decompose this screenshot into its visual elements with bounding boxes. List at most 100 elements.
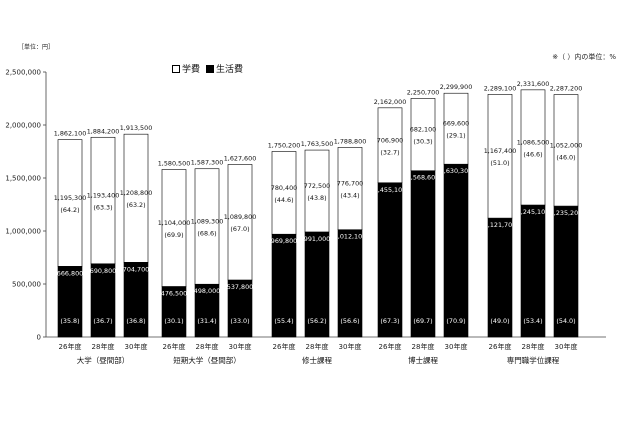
bar-living: [410, 170, 436, 338]
living-value-label: 1,121,700: [484, 221, 517, 229]
tuition-percent-label: (43.4): [340, 192, 359, 200]
year-label: 30年度: [125, 342, 148, 351]
total-label: 1,587,300: [191, 159, 224, 167]
living-percent-label: (54.0): [556, 317, 575, 325]
year-label: 28年度: [196, 342, 219, 351]
y-tick-label: 2,500,000: [5, 69, 41, 77]
living-value-label: 969,800: [271, 237, 297, 245]
year-label: 28年度: [412, 342, 435, 351]
bar-tuition: [194, 168, 220, 285]
total-label: 1,763,500: [301, 140, 334, 148]
legend-swatch-tuition: [172, 64, 180, 73]
living-value-label: 476,500: [161, 289, 187, 297]
bar-living: [377, 182, 403, 338]
year-label: 28年度: [306, 342, 329, 351]
legend: 学費 生活費: [172, 62, 243, 75]
total-label: 2,331,600: [517, 80, 550, 88]
group-label: 専門職学位課程: [507, 355, 560, 365]
tuition-value-label: 780,400: [271, 184, 297, 192]
living-percent-label: (53.4): [523, 317, 542, 325]
tuition-percent-label: (63.3): [93, 204, 112, 212]
bar-living: [520, 204, 546, 338]
bar-tuition: [377, 107, 403, 184]
tuition-percent-label: (46.0): [556, 153, 575, 161]
total-label: 2,287,200: [550, 85, 583, 93]
bar-tuition: [443, 92, 469, 165]
bar-tuition: [123, 133, 149, 263]
bar-tuition: [337, 147, 363, 231]
living-value-label: 1,245,100: [517, 208, 550, 216]
group-label: 短期大学（昼間部）: [173, 355, 241, 365]
tuition-percent-label: (30.3): [413, 138, 432, 146]
total-label: 1,788,800: [334, 137, 367, 145]
living-value-label: 498,000: [194, 287, 220, 295]
bar-tuition: [520, 89, 546, 206]
bar-living: [57, 266, 83, 338]
year-label: 28年度: [92, 342, 115, 351]
total-label: 1,884,200: [87, 127, 120, 135]
bar-group: 2,289,100 1,167,400 (51.0) 1,121,700 (49.0) 2…: [484, 80, 583, 338]
bar-living: [227, 279, 253, 338]
living-percent-label: (35.8): [60, 317, 79, 325]
y-tick-label: 0: [37, 334, 41, 342]
tuition-value-label: 669,600: [443, 120, 469, 128]
living-value-label: 1,630,300: [440, 167, 473, 175]
bar-tuition: [553, 94, 579, 207]
living-value-label: 991,000: [304, 235, 330, 243]
percent-unit-note: ※（ ）内の単位：%: [552, 53, 616, 61]
bar-tuition: [161, 169, 187, 287]
tuition-value-label: 1,104,000: [158, 219, 191, 227]
tuition-value-label: 1,167,400: [484, 147, 517, 155]
bar-living: [443, 163, 469, 338]
living-percent-label: (55.4): [274, 317, 293, 325]
tuition-value-label: 1,086,500: [517, 138, 550, 146]
total-label: 2,289,100: [484, 84, 517, 92]
group-label: 修士課程: [302, 355, 332, 365]
tuition-value-label: 1,195,300: [54, 194, 87, 202]
tuition-percent-label: (44.6): [274, 196, 293, 204]
living-percent-label: (70.9): [446, 317, 465, 325]
living-percent-label: (69.7): [413, 317, 432, 325]
living-value-label: 1,235,200: [550, 209, 583, 217]
bar-living: [123, 262, 149, 338]
legend-label-living: 生活費: [216, 65, 244, 75]
tuition-value-label: 776,700: [337, 180, 363, 188]
bar-tuition: [487, 94, 513, 219]
total-label: 1,627,600: [224, 154, 257, 162]
legend-label-tuition: 学費: [182, 65, 201, 75]
year-label: 30年度: [445, 342, 468, 351]
tuition-percent-label: (51.0): [490, 159, 509, 167]
tuition-value-label: 1,193,400: [87, 192, 120, 200]
living-value-label: 1,568,600: [407, 174, 440, 182]
bar-tuition: [57, 139, 83, 267]
bar-tuition: [271, 151, 297, 235]
living-value-label: 1,012,100: [334, 233, 367, 241]
y-tick-label: 2,000,000: [5, 122, 41, 130]
total-label: 1,580,500: [158, 159, 191, 167]
unit-label: ［単位：円］: [18, 44, 55, 51]
year-label: 26年度: [273, 342, 296, 351]
living-percent-label: (36.8): [126, 317, 145, 325]
tuition-percent-label: (69.9): [164, 231, 183, 239]
bar-living: [487, 217, 513, 338]
year-label: 28年度: [522, 342, 545, 351]
year-label: 30年度: [229, 342, 252, 351]
year-label: 26年度: [59, 342, 82, 351]
living-percent-label: (30.1): [164, 317, 183, 325]
tuition-value-label: 1,052,000: [550, 141, 583, 149]
living-value-label: 1,455,100: [374, 186, 407, 194]
year-label: 26年度: [379, 342, 402, 351]
tuition-percent-label: (63.2): [126, 201, 145, 209]
tuition-value-label: 682,100: [410, 126, 436, 134]
living-percent-label: (56.2): [307, 317, 326, 325]
year-label: 26年度: [489, 342, 512, 351]
bar-group: 1,580,500 1,104,000 (69.9) 476,500 (30.1) 1,5…: [158, 154, 257, 338]
tuition-percent-label: (43.8): [307, 194, 326, 202]
living-percent-label: (31.4): [197, 317, 216, 325]
bar-group: 1,750,200 780,400 (44.6) 969,800 (55.4) 1,763…: [268, 137, 367, 338]
y-tick-label: 1,000,000: [5, 228, 41, 236]
y-tick-label: 1,500,000: [5, 175, 41, 183]
tuition-percent-label: (29.1): [446, 132, 465, 140]
living-percent-label: (33.0): [230, 317, 249, 325]
y-tick-label: 500,000: [12, 281, 41, 289]
